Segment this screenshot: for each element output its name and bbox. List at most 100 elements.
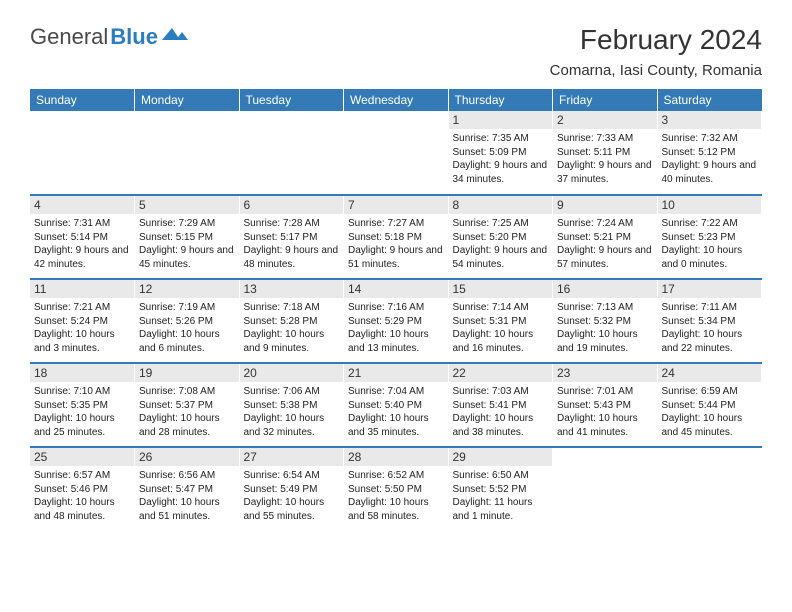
day-number: 23 [553, 364, 657, 382]
day-details: Sunrise: 7:06 AMSunset: 5:38 PMDaylight:… [244, 385, 340, 439]
calendar-cell: 19Sunrise: 7:08 AMSunset: 5:37 PMDayligh… [135, 363, 240, 447]
day-details: Sunrise: 6:52 AMSunset: 5:50 PMDaylight:… [348, 469, 444, 523]
day-number: 4 [30, 196, 134, 214]
day-number: 16 [553, 280, 657, 298]
calendar-cell: 21 Sunrise: 7:04 AMSunset: 5:40 PMDayligh… [344, 363, 449, 447]
day-details: Sunrise: 7:14 AMSunset: 5:31 PMDaylight:… [453, 301, 549, 355]
day-number: 5 [135, 196, 239, 214]
day-details: Sunrise: 7:33 AMSunset: 5:11 PMDaylight:… [557, 132, 653, 186]
logo-flag-icon [162, 26, 188, 49]
day-details: Sunrise: 7:31 AMSunset: 5:14 PMDaylight:… [34, 217, 130, 271]
day-details: Sunrise: 7:11 AMSunset: 5:34 PMDaylight:… [662, 301, 758, 355]
calendar-cell [135, 111, 240, 195]
weekday-header: Wednesday [344, 89, 449, 111]
day-number: 19 [135, 364, 239, 382]
day-number: 25 [30, 448, 134, 466]
day-details: Sunrise: 7:16 AMSunset: 5:29 PMDaylight:… [348, 301, 444, 355]
day-details: Sunrise: 7:13 AMSunset: 5:32 PMDaylight:… [557, 301, 653, 355]
day-details: Sunrise: 7:29 AMSunset: 5:15 PMDaylight:… [139, 217, 235, 271]
calendar-cell: 6 Sunrise: 7:28 AMSunset: 5:17 PMDaylight… [239, 195, 344, 279]
calendar-cell: 5 Sunrise: 7:29 AMSunset: 5:15 PMDaylight… [135, 195, 240, 279]
calendar-body: 1Sunrise: 7:35 AMSunset: 5:09 PMDaylight… [30, 111, 762, 531]
calendar-cell: 11 Sunrise: 7:21 AMSunset: 5:24 PMDayligh… [30, 279, 135, 363]
day-number: 13 [240, 280, 344, 298]
location-text: Comarna, Iasi County, Romania [550, 62, 762, 79]
day-number: 1 [449, 111, 553, 129]
day-details: Sunrise: 7:28 AMSunset: 5:17 PMDaylight:… [244, 217, 340, 271]
calendar-cell: 24Sunrise: 6:59 AMSunset: 5:44 PMDayligh… [657, 363, 762, 447]
calendar-cell: 28 Sunrise: 6:52 AMSunset: 5:50 PMDayligh… [344, 447, 449, 531]
day-number: 22 [449, 364, 553, 382]
calendar-cell: 10 Sunrise: 7:22 AMSunset: 5:23 PMDayligh… [657, 195, 762, 279]
day-details: Sunrise: 7:27 AMSunset: 5:18 PMDaylight:… [348, 217, 444, 271]
calendar-cell: 7 Sunrise: 7:27 AMSunset: 5:18 PMDaylight… [344, 195, 449, 279]
day-details: Sunrise: 7:04 AMSunset: 5:40 PMDaylight:… [348, 385, 444, 439]
day-number: 26 [135, 448, 239, 466]
day-number: 27 [240, 448, 344, 466]
weekday-header: Monday [135, 89, 240, 111]
day-details: Sunrise: 7:21 AMSunset: 5:24 PMDaylight:… [34, 301, 130, 355]
day-details: Sunrise: 7:25 AMSunset: 5:20 PMDaylight:… [453, 217, 549, 271]
day-number: 10 [658, 196, 762, 214]
calendar-cell: 17Sunrise: 7:11 AMSunset: 5:34 PMDayligh… [657, 279, 762, 363]
day-number: 14 [344, 280, 448, 298]
calendar-cell: 22Sunrise: 7:03 AMSunset: 5:41 PMDayligh… [448, 363, 553, 447]
day-number: 21 [344, 364, 448, 382]
day-number: 6 [240, 196, 344, 214]
calendar-cell: 25 Sunrise: 6:57 AMSunset: 5:46 PMDayligh… [30, 447, 135, 531]
day-details: Sunrise: 7:22 AMSunset: 5:23 PMDaylight:… [662, 217, 758, 271]
calendar-cell: 18Sunrise: 7:10 AMSunset: 5:35 PMDayligh… [30, 363, 135, 447]
logo-blue: Blue [110, 24, 158, 50]
day-number: 7 [344, 196, 448, 214]
month-title: February 2024 [550, 24, 762, 56]
calendar-cell: 3 Sunrise: 7:32 AMSunset: 5:12 PMDaylight… [657, 111, 762, 195]
calendar-cell: 4 Sunrise: 7:31 AMSunset: 5:14 PMDaylight… [30, 195, 135, 279]
calendar-cell [239, 111, 344, 195]
day-number: 12 [135, 280, 239, 298]
day-details: Sunrise: 6:54 AMSunset: 5:49 PMDaylight:… [244, 469, 340, 523]
day-number: 9 [553, 196, 657, 214]
calendar-cell [657, 447, 762, 531]
day-details: Sunrise: 7:01 AMSunset: 5:43 PMDaylight:… [557, 385, 653, 439]
calendar-week-row: 1Sunrise: 7:35 AMSunset: 5:09 PMDaylight… [30, 111, 762, 195]
calendar-week-row: 4 Sunrise: 7:31 AMSunset: 5:14 PMDaylight… [30, 195, 762, 279]
day-number: 29 [449, 448, 553, 466]
calendar-cell: 14 Sunrise: 7:16 AMSunset: 5:29 PMDayligh… [344, 279, 449, 363]
calendar-week-row: 18Sunrise: 7:10 AMSunset: 5:35 PMDayligh… [30, 363, 762, 447]
calendar-cell: 2 Sunrise: 7:33 AMSunset: 5:11 PMDaylight… [553, 111, 658, 195]
day-number: 20 [240, 364, 344, 382]
day-details: Sunrise: 7:19 AMSunset: 5:26 PMDaylight:… [139, 301, 235, 355]
calendar-cell: 15Sunrise: 7:14 AMSunset: 5:31 PMDayligh… [448, 279, 553, 363]
calendar-cell: 12 Sunrise: 7:19 AMSunset: 5:26 PMDayligh… [135, 279, 240, 363]
calendar-cell: 13 Sunrise: 7:18 AMSunset: 5:28 PMDayligh… [239, 279, 344, 363]
weekday-header: Tuesday [239, 89, 344, 111]
weekday-header: Thursday [448, 89, 553, 111]
day-number: 8 [449, 196, 553, 214]
day-number: 2 [553, 111, 657, 129]
day-details: Sunrise: 7:32 AMSunset: 5:12 PMDaylight:… [662, 132, 758, 186]
calendar-cell: 9 Sunrise: 7:24 AMSunset: 5:21 PMDaylight… [553, 195, 658, 279]
calendar-cell [344, 111, 449, 195]
day-details: Sunrise: 6:50 AMSunset: 5:52 PMDaylight:… [453, 469, 549, 523]
calendar-week-row: 11 Sunrise: 7:21 AMSunset: 5:24 PMDayligh… [30, 279, 762, 363]
day-details: Sunrise: 6:57 AMSunset: 5:46 PMDaylight:… [34, 469, 130, 523]
page-header: General Blue February 2024 Comarna, Iasi… [30, 24, 762, 79]
day-details: Sunrise: 6:56 AMSunset: 5:47 PMDaylight:… [139, 469, 235, 523]
weekday-header-row: Sunday Monday Tuesday Wednesday Thursday… [30, 89, 762, 111]
day-details: Sunrise: 7:18 AMSunset: 5:28 PMDaylight:… [244, 301, 340, 355]
weekday-header: Saturday [657, 89, 762, 111]
day-number: 11 [30, 280, 134, 298]
calendar-week-row: 25 Sunrise: 6:57 AMSunset: 5:46 PMDayligh… [30, 447, 762, 531]
calendar-page: General Blue February 2024 Comarna, Iasi… [0, 0, 792, 531]
calendar-cell [30, 111, 135, 195]
day-details: Sunrise: 7:24 AMSunset: 5:21 PMDaylight:… [557, 217, 653, 271]
day-details: Sunrise: 7:10 AMSunset: 5:35 PMDaylight:… [34, 385, 130, 439]
calendar-cell: 23 Sunrise: 7:01 AMSunset: 5:43 PMDayligh… [553, 363, 658, 447]
day-number: 28 [344, 448, 448, 466]
day-number: 3 [658, 111, 762, 129]
calendar-cell: 27 Sunrise: 6:54 AMSunset: 5:49 PMDayligh… [239, 447, 344, 531]
weekday-header: Friday [553, 89, 658, 111]
calendar-cell: 8 Sunrise: 7:25 AMSunset: 5:20 PMDaylight… [448, 195, 553, 279]
calendar-cell: 20 Sunrise: 7:06 AMSunset: 5:38 PMDayligh… [239, 363, 344, 447]
title-block: February 2024 Comarna, Iasi County, Roma… [550, 24, 762, 79]
